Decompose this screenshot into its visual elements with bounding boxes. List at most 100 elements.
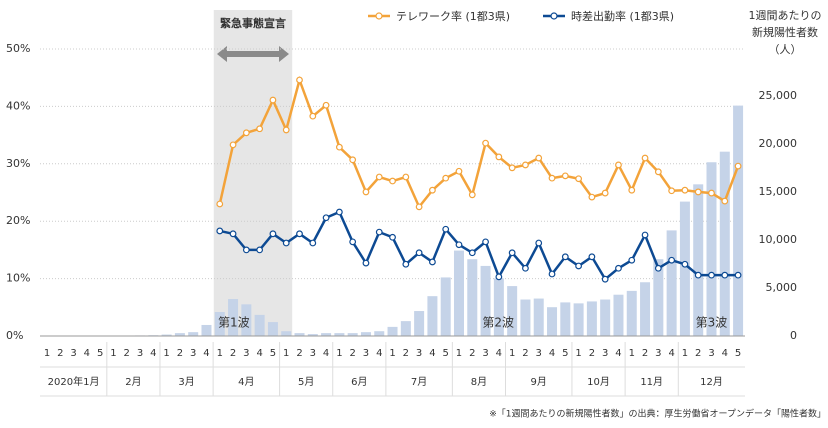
series-point (337, 209, 343, 215)
bar (281, 331, 291, 336)
x-tick-label: 3 (190, 348, 196, 359)
series-point (656, 265, 662, 271)
legend-label: テレワーク率 (1都3県) (396, 9, 510, 23)
series-point (376, 174, 382, 180)
series-point (217, 228, 223, 234)
series-point (403, 174, 409, 180)
series-point (283, 240, 289, 246)
series-point (735, 272, 741, 278)
bar (388, 327, 398, 336)
x-tick-label: 3 (137, 348, 143, 359)
series-point (536, 155, 542, 161)
x-tick-label: 2 (124, 348, 130, 359)
month-label: 6月 (351, 376, 367, 388)
wave-label: 第3波 (696, 316, 728, 330)
x-tick-label: 1 (44, 348, 50, 359)
x-tick-label: 2 (349, 348, 355, 359)
y2-axis-title: 1週間あたりの (749, 9, 822, 22)
series-point (682, 187, 688, 193)
x-tick-label: 1 (283, 348, 289, 359)
series-point (363, 189, 369, 195)
x-tick-label: 4 (376, 348, 382, 359)
series-point (230, 142, 236, 148)
x-tick-label: 3 (708, 348, 714, 359)
x-tick-label: 2 (589, 348, 595, 359)
y-tick-label: 20% (6, 214, 30, 227)
series-point (416, 250, 422, 256)
bar (454, 251, 464, 336)
series-point (257, 126, 263, 132)
month-label: 4月 (238, 376, 254, 388)
x-tick-label: 3 (310, 348, 316, 359)
series-point (509, 250, 515, 256)
series-point (363, 260, 369, 266)
y2-axis-title: （人） (769, 43, 802, 56)
x-tick-label: 2 (695, 348, 701, 359)
x-tick-label: 1 (575, 348, 581, 359)
legend-label: 時差出勤率 (1都3県) (571, 9, 674, 23)
x-tick-label: 4 (84, 348, 90, 359)
x-tick-label: 4 (323, 348, 329, 359)
bar (414, 311, 424, 336)
series-point (629, 257, 635, 263)
series-point (244, 130, 250, 136)
series-point (709, 190, 715, 196)
bar (627, 291, 637, 336)
x-tick-label: 1 (509, 348, 515, 359)
month-label: 5月 (298, 376, 314, 388)
x-tick-label: 4 (203, 348, 209, 359)
series-point (682, 261, 688, 267)
x-tick-label: 5 (443, 348, 449, 359)
series-point (709, 272, 715, 278)
y2-tick-label: 5,000 (766, 281, 798, 294)
bar (613, 295, 623, 336)
footnote: ※「1週間あたりの新規陽性者数」の出典：厚生労働省オープンデータ「陽性者数」 (489, 408, 826, 420)
series-point (297, 77, 303, 83)
x-tick-label: 1 (456, 348, 462, 359)
x-tick-label: 5 (562, 348, 568, 359)
month-label: 8月 (471, 376, 487, 388)
x-tick-label: 1 (682, 348, 688, 359)
series-point (549, 271, 555, 277)
x-tick-label: 3 (363, 348, 369, 359)
x-tick-label: 3 (416, 348, 422, 359)
x-tick-label: 4 (668, 348, 674, 359)
x-tick-label: 4 (549, 348, 555, 359)
x-tick-label: 1 (217, 348, 223, 359)
series-point (523, 162, 529, 168)
x-tick-label: 4 (615, 348, 621, 359)
series-point (443, 175, 449, 181)
x-tick-label: 2 (642, 348, 648, 359)
series-point (337, 144, 343, 150)
series-point (576, 263, 582, 269)
bar (255, 315, 265, 336)
legend-point (551, 13, 557, 19)
series-point (230, 231, 236, 237)
month-label: 2月 (125, 376, 141, 388)
x-tick-label: 3 (602, 348, 608, 359)
x-tick-label: 3 (482, 348, 488, 359)
series-point (456, 242, 462, 248)
bar (361, 332, 371, 336)
bar (374, 331, 384, 336)
series-point (602, 190, 608, 196)
bar (520, 300, 530, 336)
series-point (549, 175, 555, 181)
bar (587, 301, 597, 336)
series-point (563, 173, 569, 179)
bar (640, 282, 650, 336)
y2-tick-label: 20,000 (759, 137, 798, 150)
series-point (310, 240, 316, 246)
x-tick-label: 2 (296, 348, 302, 359)
series-point (443, 226, 449, 232)
bar (467, 259, 477, 336)
series-point (390, 178, 396, 184)
x-tick-label: 1 (110, 348, 116, 359)
series-point (523, 265, 529, 271)
y-tick-label: 50% (6, 42, 30, 55)
series-point (244, 247, 250, 253)
bar (547, 307, 557, 336)
series-point (629, 187, 635, 193)
series-point (297, 231, 303, 237)
